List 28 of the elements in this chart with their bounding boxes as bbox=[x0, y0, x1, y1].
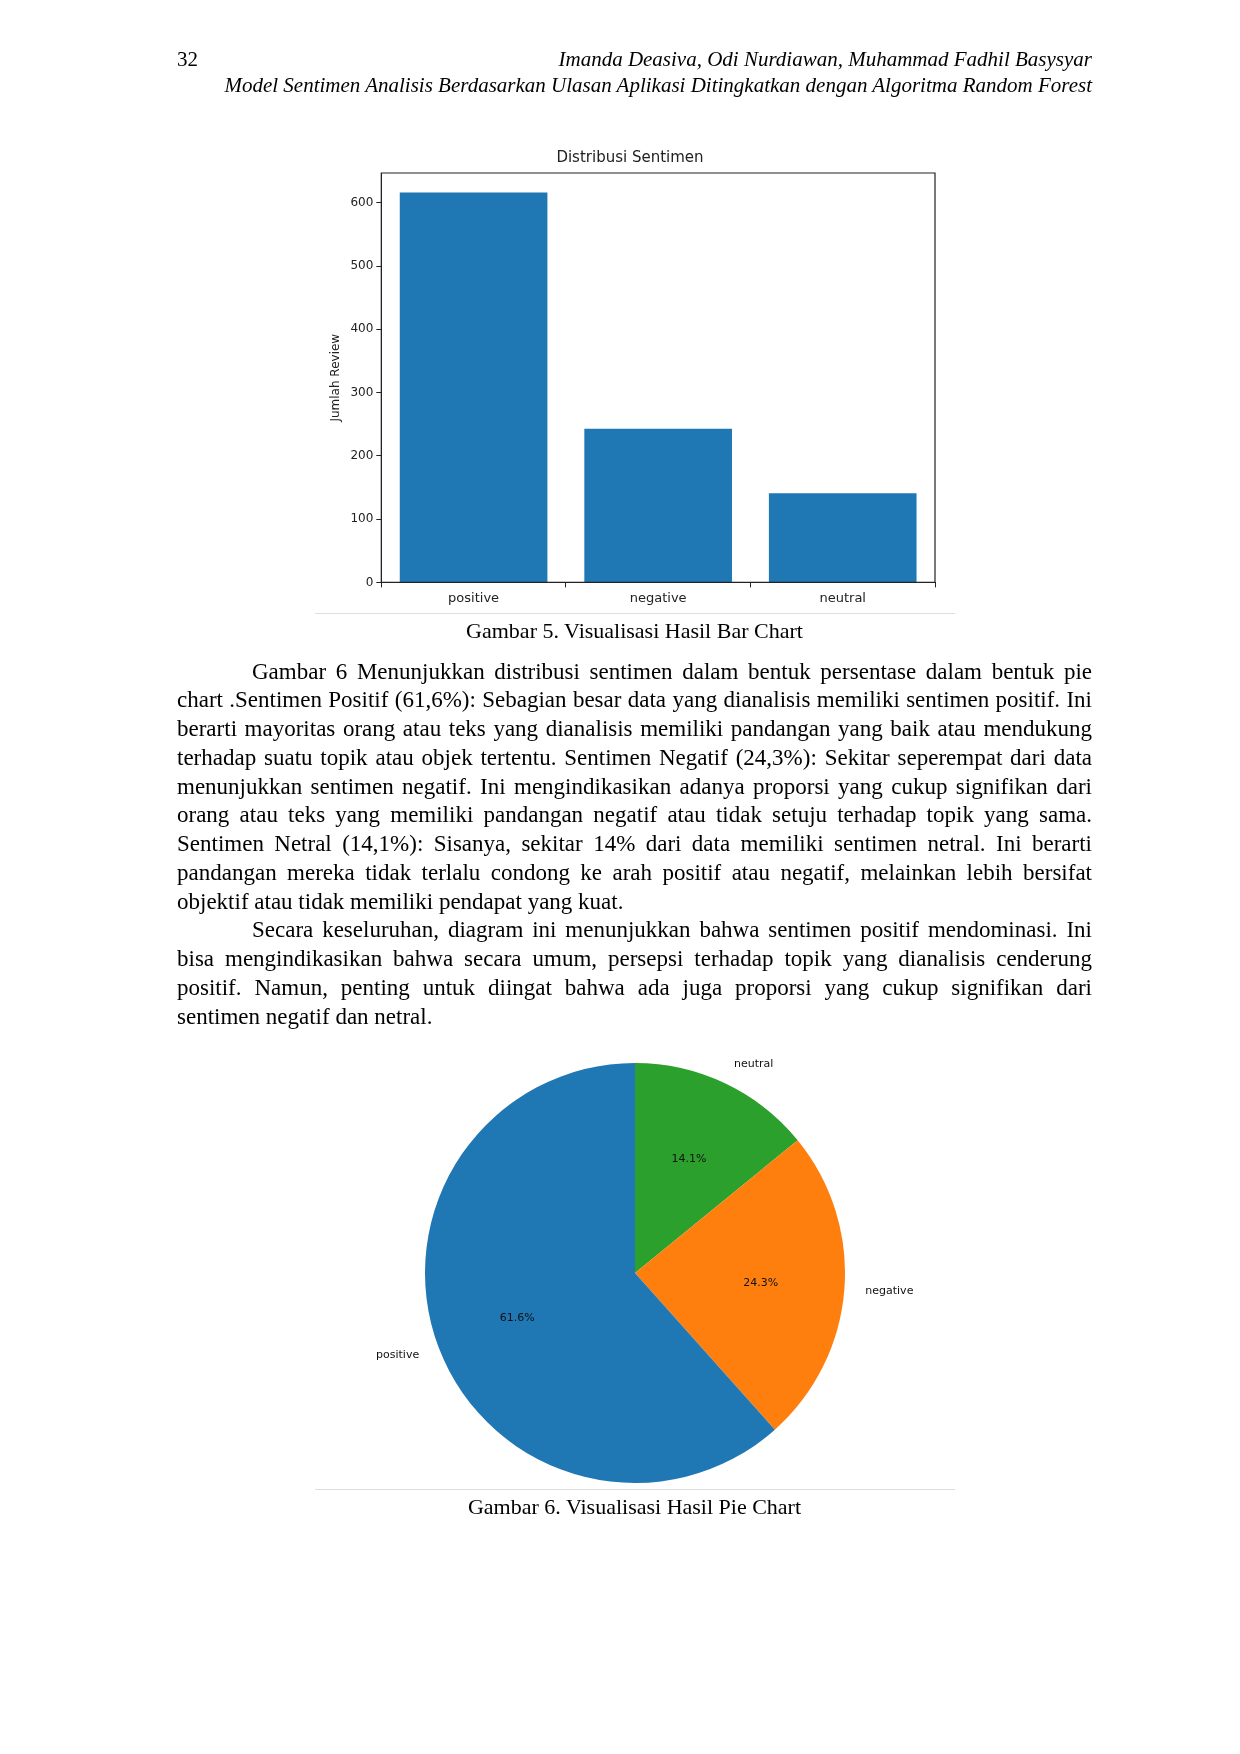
y-tick-label: 0 bbox=[365, 574, 373, 589]
slice-label: positive bbox=[375, 1348, 419, 1362]
data-label: 14.1% bbox=[671, 1152, 706, 1166]
y-tick-label: 300 bbox=[349, 384, 373, 399]
text: Gambar 5. Visualisasi Hasil Bar Chart bbox=[465, 617, 804, 644]
text: Imanda Deasiva, Odi Nurdiawan, Muhammad Fadhil Basysyar bbox=[558, 47, 1092, 71]
y-tick-label: 100 bbox=[349, 510, 373, 525]
text: Gambar 6 Menunjukkan distribusi sentimen dalam bentuk persentase dalam bentuk pie chart .Sentimen Positif (61,6%): Sebagian besar data yang dianalisis memiliki sentimen positif. Ini berarti mayoritas orang atau teks yang dianalisis memiliki pandangan yang baik atau mendukung terhadap suatu topik atau objek tertentu. Sentimen Negatif (24,3%): Sekitar seperempat dari data menunjukkan sentimen negatif. Ini mengindikasikan adanya proporsi yang cukup signifikan dari orang atau teks yang memiliki pandangan negatif atau tidak setuju terhadap topik yang sama. Sentimen Netral (14,1%): Sisanya, sekitar 14% dari data memiliki sentimen netral. Ini berarti pandangan mereka tidak terlalu condong ke arah positif atau negatif, melainkan lebih bersifat objektif atau tidak memiliki pendapat yang kuat. bbox=[177, 658, 1092, 914]
text: Gambar 6. Visualisasi Hasil Pie Chart bbox=[466, 1494, 803, 1521]
data-label: 61.6% bbox=[499, 1311, 535, 1325]
text: Secara keseluruhan, diagram ini menunjukkan bahwa sentimen positif mendominasi. Ini bisa mengindikasikan bahwa secara umum, persepsi terhadap topik yang dianalisis cenderung positif. Namun, penting untuk diingat bahwa ada juga proporsi yang cukup signifikan dari sentimen negatif dan netral. bbox=[177, 916, 1092, 1031]
data-label: 24.3% bbox=[742, 1276, 778, 1289]
text: Model Sentimen Analisis Berdasarkan Ulasan Aplikasi Ditingkatkan dengan Algoritma Random Forest bbox=[223, 72, 1092, 99]
y-tick-label: 400 bbox=[349, 320, 373, 335]
text: 32 bbox=[177, 46, 198, 73]
slice-label: negative bbox=[864, 1284, 914, 1298]
y-tick-label: 500 bbox=[349, 257, 373, 272]
x-tick-label: positive bbox=[447, 589, 499, 605]
y-tick-label: 200 bbox=[349, 447, 373, 462]
y-axis-title: Jumlah Review bbox=[327, 333, 342, 423]
x-tick-label: negative bbox=[629, 589, 687, 605]
chart-title: Distribusi Sentimen bbox=[555, 147, 704, 166]
bar bbox=[768, 492, 917, 582]
y-tick-label: 600 bbox=[349, 194, 373, 209]
bar bbox=[399, 192, 547, 582]
bar bbox=[583, 428, 732, 582]
slice-label: neutral bbox=[733, 1057, 773, 1071]
x-tick-label: neutral bbox=[818, 589, 866, 605]
